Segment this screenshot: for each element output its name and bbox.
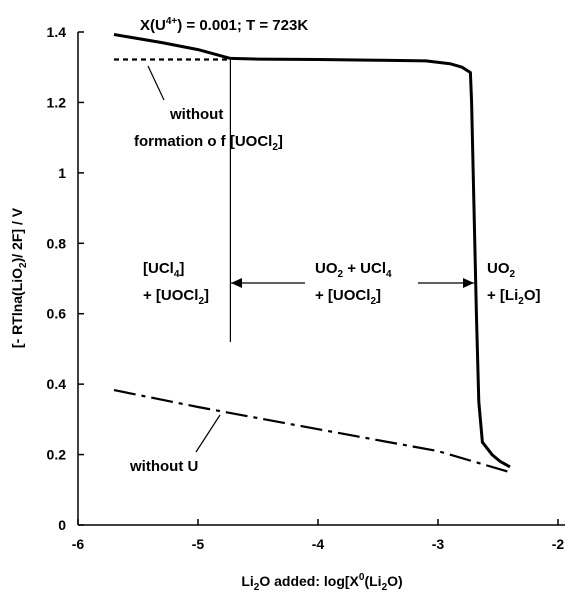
annotation-left-region-line2: + [UOCl2] [143,287,209,307]
x-tick-label: -4 [312,536,325,552]
series-line-dash-dot [113,389,511,474]
y-tick-label: 0.4 [47,376,67,392]
series-group [113,33,511,474]
annotation-right-region-line1: UO2 [487,260,516,280]
x-tick-label: -2 [552,536,565,552]
leader-without-u [195,414,221,453]
y-tick-label: 1 [58,165,66,181]
y-tick-label: 0.6 [47,306,67,322]
y-tick-label: 0.8 [47,235,67,251]
annotation-mid-region-line1: UO2 + UCl4 [315,260,392,280]
y-tick-label: 1.4 [47,24,67,40]
annotation-without-u: without U [129,458,198,475]
annotation-mid-region-line2: + [UOCl2] [315,287,381,307]
leader-without-formation [147,65,165,101]
annotation-lines [147,58,474,453]
x-axis-label: Li2O added: log[X0(Li2O) [241,572,402,592]
y-axis-label: [- RTlna(LiO2)/ 2F] / V [9,207,29,348]
annotation-without-formation-line1: without [169,106,223,123]
chart-title: X(U4+) = 0.001; T = 723K [140,16,308,34]
y-tick-label: 0 [58,517,66,533]
annotation-right-region-line2: + [Li2O] [487,287,541,307]
annotation-without-formation-line2: formation o f [UOCl2] [134,133,283,153]
x-tick-label: -5 [192,536,205,552]
arrow-to-left-region-head [231,278,242,288]
annotation-left-region-line1: [UCl4] [143,260,184,280]
arrow-to-right-region-head [463,278,474,288]
y-tick-label: 0.2 [47,447,67,463]
x-tick-label: -3 [432,536,445,552]
y-tick-label: 1.2 [47,94,67,110]
series-line-solid [113,33,511,469]
axis-ticks: -6 -5 -4 -3 -2 0 0.2 0.4 0.6 0.8 1 1.2 1.4 [47,24,565,552]
x-tick-label: -6 [72,536,85,552]
